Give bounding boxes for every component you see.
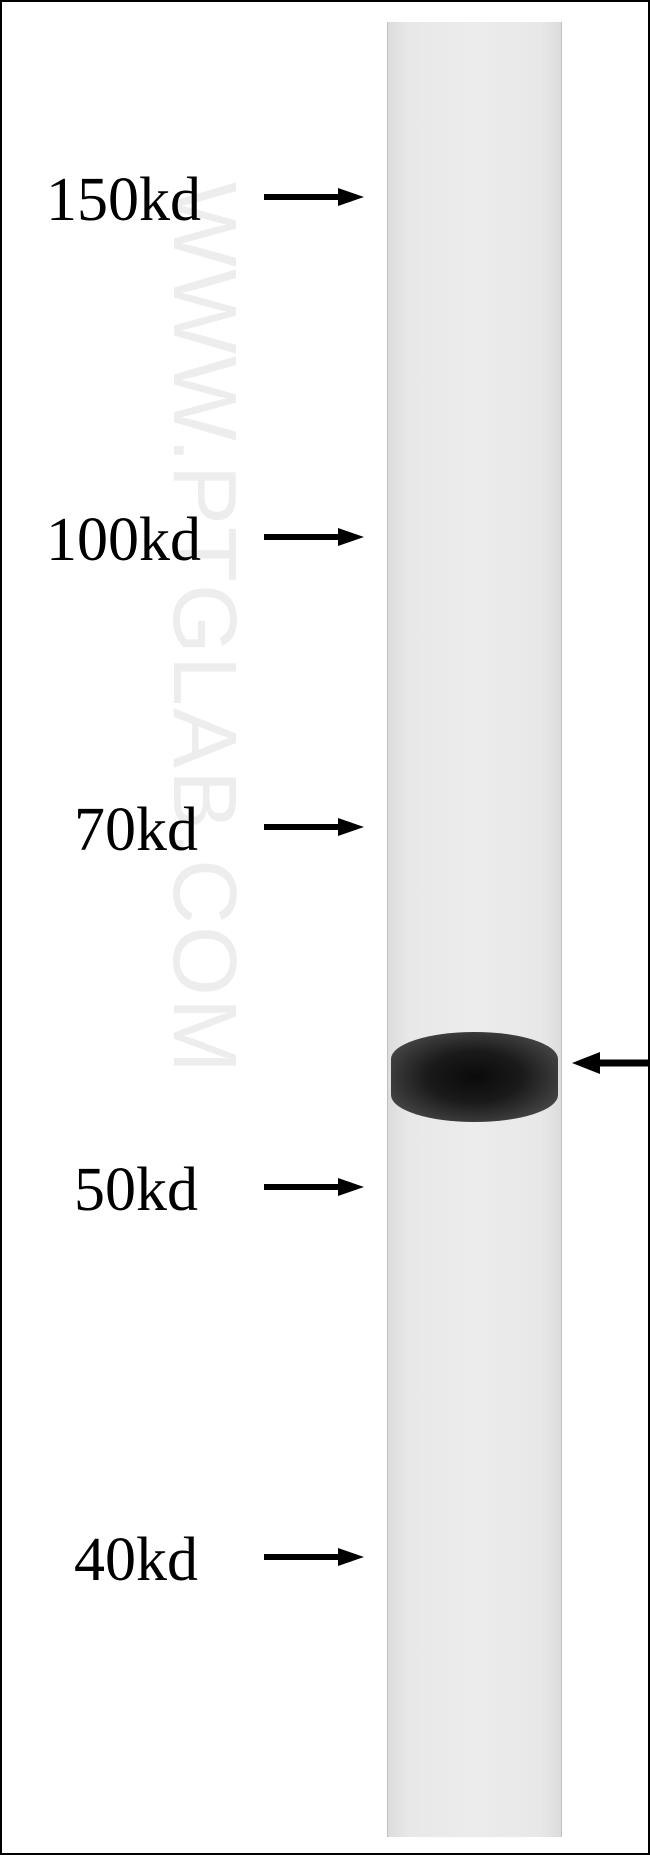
marker-label-40kd: 40kd [74, 1525, 198, 1596]
marker-label-70kd: 70kd [74, 795, 198, 866]
marker-value: 70kd [74, 796, 198, 864]
marker-arrow-150kd [260, 182, 370, 212]
marker-value: 100kd [46, 506, 201, 574]
marker-value: 150kd [46, 166, 201, 234]
marker-label-150kd: 150kd [46, 165, 201, 236]
marker-label-50kd: 50kd [74, 1155, 198, 1226]
protein-band [391, 1032, 558, 1122]
lane-background [388, 22, 561, 1837]
marker-arrow-40kd [260, 1542, 370, 1572]
marker-value: 40kd [74, 1526, 198, 1594]
marker-arrow-70kd [260, 812, 370, 842]
marker-arrow-50kd [260, 1172, 370, 1202]
blot-figure: WWW.PTGLAB.COM 150kd 100kd 70kd 50kd 40k… [0, 0, 650, 1855]
watermark-text: WWW.PTGLAB.COM [152, 182, 255, 1075]
marker-label-100kd: 100kd [46, 505, 201, 576]
marker-value: 50kd [74, 1156, 198, 1224]
target-band-arrow [570, 1048, 650, 1078]
blot-lane [387, 22, 562, 1837]
marker-arrow-100kd [260, 522, 370, 552]
